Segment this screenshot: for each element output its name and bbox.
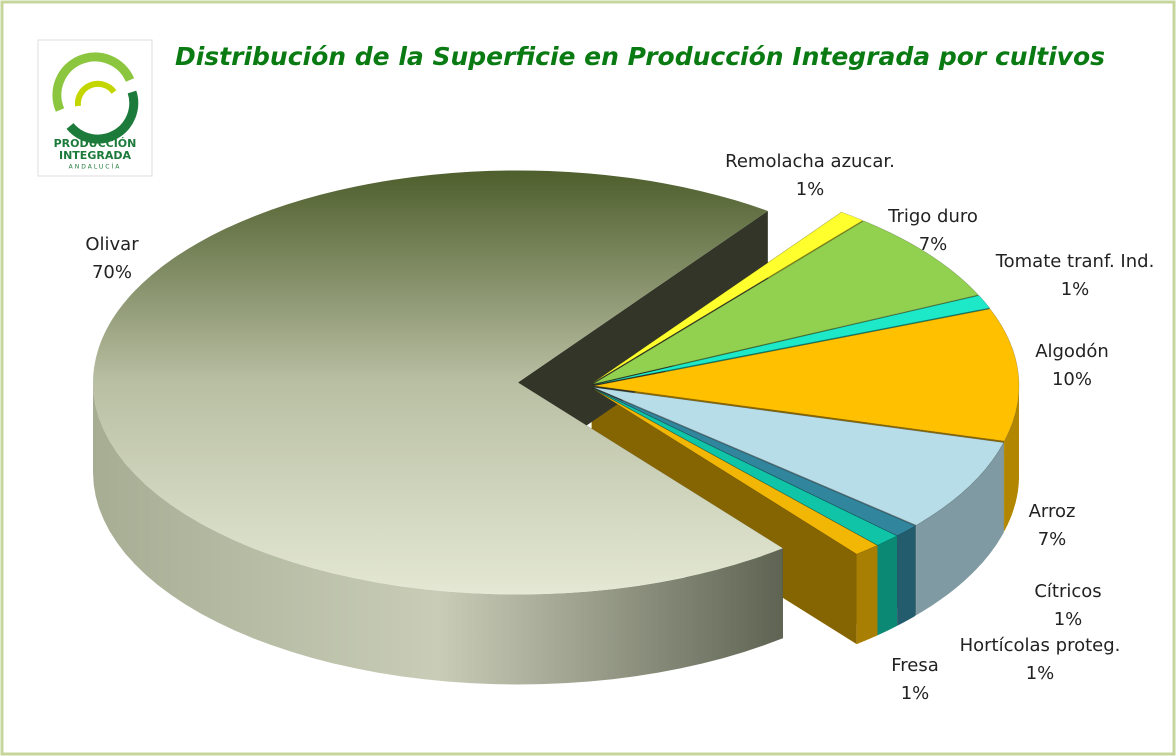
slice bbox=[592, 387, 917, 537]
slice-side bbox=[897, 525, 916, 626]
slice bbox=[93, 170, 783, 595]
logo-text: PRODUCCIÓN bbox=[54, 137, 137, 150]
slice-label: Remolacha azucar. bbox=[725, 151, 895, 172]
slice-side bbox=[856, 545, 878, 645]
slice bbox=[593, 387, 1005, 526]
slice-side bbox=[1004, 385, 1019, 531]
logo-swirl bbox=[66, 90, 139, 144]
slice-label: Tomate tranf. Ind. bbox=[995, 251, 1155, 272]
slice-label: Fresa bbox=[891, 655, 939, 676]
slice-label: Hortícolas proteg. bbox=[960, 635, 1121, 656]
slice-value-label: 1% bbox=[1026, 663, 1055, 684]
slice-side-shade bbox=[856, 545, 878, 645]
slice-value-label: 1% bbox=[1054, 609, 1083, 630]
slice-side-shade bbox=[916, 442, 1004, 616]
slice-value-label: 1% bbox=[1061, 279, 1090, 300]
slice-side-shade bbox=[897, 525, 916, 626]
slice-label: Arroz bbox=[1029, 501, 1076, 522]
slice-wall bbox=[518, 211, 768, 473]
chart-title: Distribución de la Superficie en Producc… bbox=[175, 42, 1105, 71]
logo-text: INTEGRADA bbox=[59, 149, 131, 162]
slice bbox=[592, 220, 979, 385]
logo-swirl bbox=[52, 52, 135, 112]
slice-value-label: 1% bbox=[901, 683, 930, 704]
slice-side-shade bbox=[877, 535, 897, 636]
slice-value-label: 10% bbox=[1052, 369, 1092, 390]
slice-side-shade bbox=[1004, 385, 1019, 531]
tops bbox=[93, 170, 1020, 595]
slice-value-label: 1% bbox=[796, 179, 825, 200]
slice-label: Algodón bbox=[1035, 341, 1109, 362]
slice-value-label: 70% bbox=[92, 262, 132, 283]
slice-value-label: 7% bbox=[919, 234, 948, 255]
slice-wall-shade bbox=[518, 211, 768, 473]
logo: PRODUCCIÓN INTEGRADA ANDALUCÍA bbox=[37, 39, 153, 177]
slice-side bbox=[877, 535, 897, 636]
slice bbox=[591, 211, 864, 384]
slice-label: Cítricos bbox=[1034, 581, 1101, 602]
slice bbox=[593, 308, 1020, 442]
slice-side bbox=[916, 442, 1004, 616]
slice bbox=[592, 387, 898, 546]
slice-label: Trigo duro bbox=[887, 206, 978, 227]
slice-value-label: 7% bbox=[1038, 529, 1067, 550]
slice bbox=[591, 388, 878, 555]
logo-swirl bbox=[74, 80, 117, 107]
logo-text: ANDALUCÍA bbox=[69, 164, 122, 171]
slice-label: Olivar bbox=[85, 234, 139, 255]
slice bbox=[593, 295, 991, 386]
slice-side bbox=[93, 382, 783, 685]
